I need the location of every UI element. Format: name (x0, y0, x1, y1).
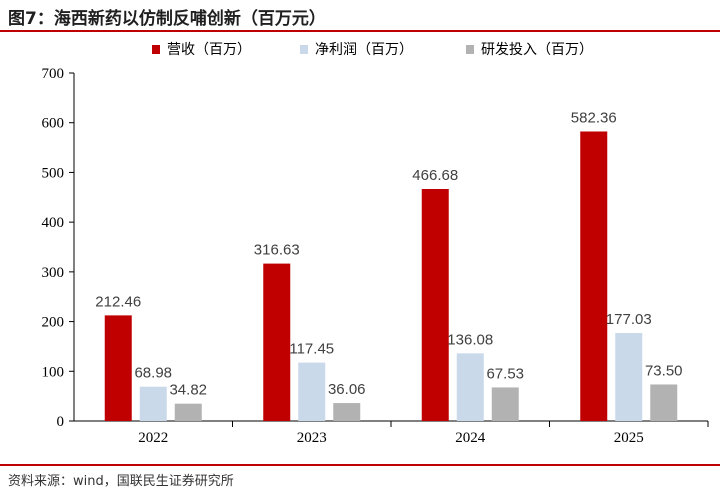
data-label: 316.63 (254, 242, 300, 259)
data-label: 117.45 (289, 341, 334, 358)
source-divider (0, 464, 720, 466)
bar (174, 403, 202, 421)
chart-title: 图7：海西新药以仿制反哺创新（百万元） (8, 9, 326, 29)
bar-chart: 0 100 200 300 400 500 600 700 2022 212.46 68.9834.… (42, 42, 709, 446)
data-label: 34.82 (169, 382, 207, 399)
bar (298, 362, 326, 421)
bar (650, 384, 678, 421)
x-tick-label: 2023 (297, 430, 327, 446)
data-label: 177.03 (606, 311, 652, 328)
y-tick-label: 0 (57, 414, 65, 430)
y-tick-label: 600 (42, 116, 65, 132)
y-tick-label: 200 (42, 315, 65, 331)
source-note: 资料来源：wind，国联民生证券研究所 (8, 474, 234, 489)
data-label: 136.08 (447, 331, 493, 348)
data-label: 67.53 (486, 365, 524, 382)
bar (491, 387, 519, 421)
data-label: 466.68 (412, 167, 458, 184)
legend-swatch (300, 45, 308, 54)
legend-label: 营收（百万） (167, 42, 251, 58)
title-divider (0, 30, 720, 32)
data-label: 36.06 (328, 381, 366, 398)
bar (263, 263, 291, 421)
legend-swatch (466, 45, 474, 54)
bar (139, 386, 167, 421)
data-label: 73.50 (645, 362, 683, 379)
x-tick-label: 2022 (138, 430, 168, 446)
data-label: 582.36 (571, 109, 617, 126)
data-label: 68.98 (134, 365, 172, 382)
bar (615, 332, 643, 421)
y-tick-label: 400 (42, 215, 65, 231)
legend-swatch (152, 45, 160, 54)
legend-label: 净利润（百万） (315, 42, 413, 58)
y-tick-label: 100 (42, 364, 65, 380)
data-label: 212.46 (95, 293, 141, 310)
y-tick-label: 700 (42, 66, 65, 82)
bar (104, 315, 132, 421)
x-tick-label: 2024 (455, 430, 486, 446)
bar (456, 353, 484, 421)
bar (580, 131, 608, 421)
bar (333, 403, 361, 421)
x-tick-label: 2025 (614, 430, 644, 446)
bar (421, 188, 449, 421)
y-tick-label: 300 (42, 265, 65, 281)
y-tick-label: 500 (42, 165, 65, 181)
legend-label: 研发投入（百万） (481, 42, 593, 58)
